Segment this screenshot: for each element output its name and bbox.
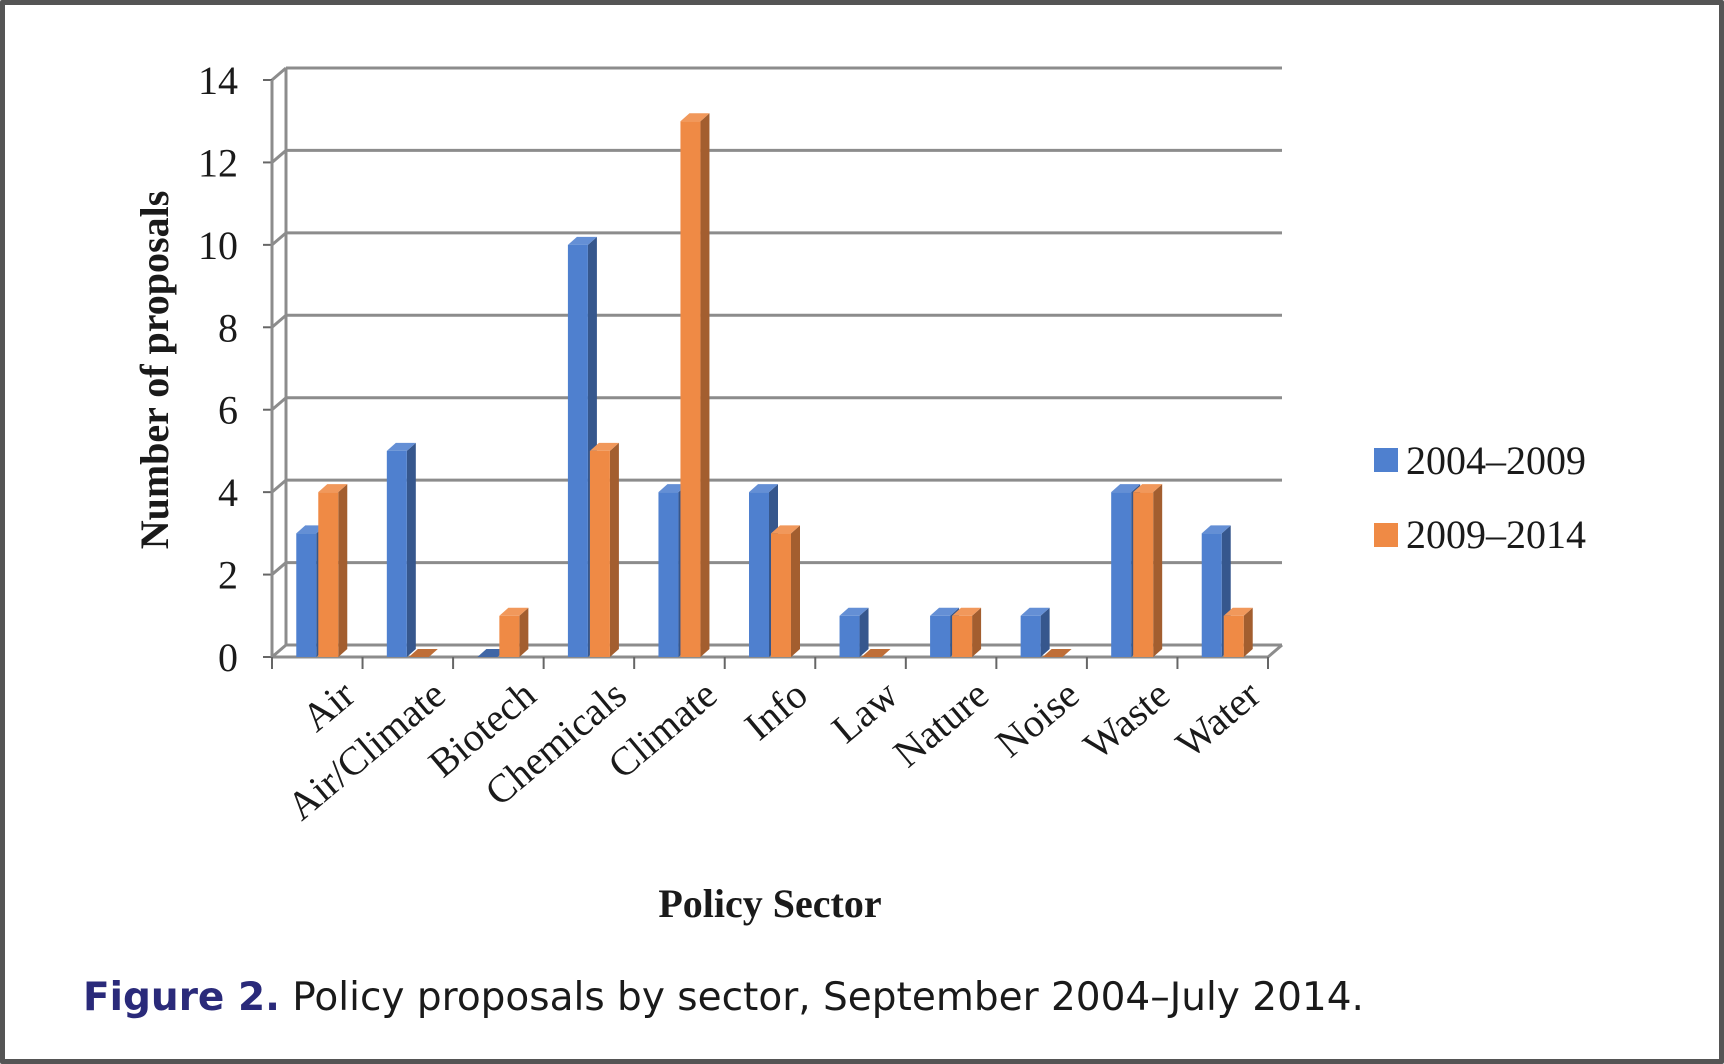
bars	[296, 113, 1253, 657]
gridline-connector	[271, 314, 287, 329]
gridline-connector	[271, 479, 287, 494]
y-tick-label: 4	[218, 470, 238, 515]
bar-2009-2014	[408, 649, 438, 657]
y-tick-label: 12	[198, 140, 238, 185]
bar-2009-2014	[1223, 607, 1253, 657]
y-tick-label: 14	[198, 58, 238, 103]
caption-text: Policy proposals by sector, September 20…	[279, 975, 1364, 1020]
caption-label: Figure 2.	[83, 975, 280, 1020]
y-tick-label: 2	[218, 553, 238, 598]
x-tick-label: Waste	[1075, 671, 1178, 768]
gridline-connector	[271, 149, 287, 164]
bar-2004-2009	[839, 607, 869, 657]
bar-2009-2014	[861, 649, 891, 657]
legend: 2004–2009 2009–2014	[1374, 438, 1586, 557]
legend-swatch-2009-2014	[1374, 523, 1398, 547]
bar-2004-2009	[386, 442, 416, 657]
gridline-connector	[271, 643, 287, 659]
gridline-connector	[271, 561, 287, 576]
x-axis-title: Policy Sector	[658, 881, 881, 926]
bar-2009-2014	[771, 525, 800, 657]
x-tick-label: Water	[1167, 671, 1268, 766]
bar-2009-2014	[589, 442, 619, 657]
x-tick-label: Nature	[885, 671, 997, 775]
legend-label-2004-2009: 2004–2009	[1406, 438, 1586, 483]
y-tick-labels: 0 2 4 6 8 10 12 14	[198, 58, 238, 680]
y-tick-label: 0	[218, 635, 238, 680]
bar-2009-2014	[1133, 484, 1163, 657]
bar-2004-2009	[1020, 607, 1050, 657]
gridline-connector	[271, 396, 287, 411]
axes	[263, 68, 1283, 669]
y-tick-label: 6	[218, 388, 238, 433]
bar-2009-2014	[952, 607, 982, 657]
y-tick-label: 10	[198, 223, 238, 268]
bar-2009-2014	[1042, 649, 1072, 657]
y-tick-label: 8	[218, 305, 238, 350]
x-tick-label: Noise	[987, 671, 1087, 765]
x-tick-label: Air	[293, 671, 363, 740]
legend-label-2009-2014: 2009–2014	[1406, 512, 1586, 557]
bar-2004-2009	[477, 649, 507, 657]
gridline-connector	[271, 66, 287, 82]
bar-2009-2014	[499, 607, 529, 657]
bar-2009-2014	[318, 484, 348, 657]
y-axis-title: Number of proposals	[132, 191, 177, 550]
x-tick-label: Info	[736, 671, 816, 748]
floor-edge	[1267, 643, 1283, 659]
legend-swatch-2004-2009	[1374, 448, 1398, 472]
gridline-connector	[271, 231, 287, 246]
bar-2009-2014	[680, 113, 710, 657]
figure-caption: Figure 2. Policy proposals by sector, Se…	[83, 975, 1364, 1020]
